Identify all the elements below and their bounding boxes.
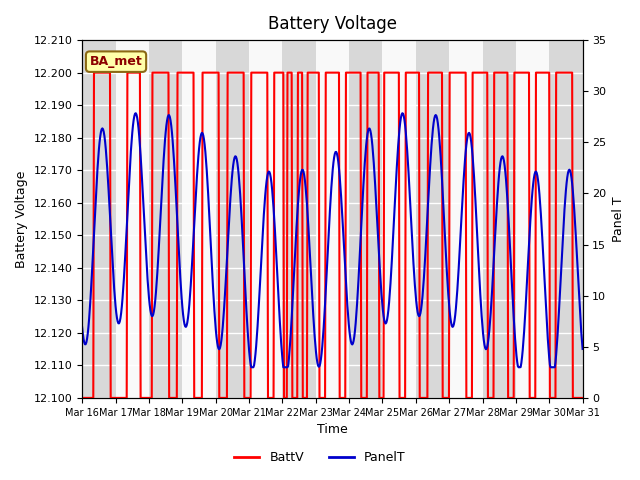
X-axis label: Time: Time: [317, 423, 348, 436]
Y-axis label: Battery Voltage: Battery Voltage: [15, 170, 28, 268]
Text: BA_met: BA_met: [90, 55, 143, 68]
Bar: [516, 40, 549, 398]
Bar: [383, 40, 416, 398]
Bar: [249, 40, 282, 398]
Legend: BattV, PanelT: BattV, PanelT: [229, 446, 411, 469]
Bar: [316, 40, 349, 398]
Bar: [115, 40, 149, 398]
Y-axis label: Panel T: Panel T: [612, 196, 625, 242]
Title: Battery Voltage: Battery Voltage: [268, 15, 397, 33]
Bar: [449, 40, 483, 398]
Bar: [182, 40, 216, 398]
